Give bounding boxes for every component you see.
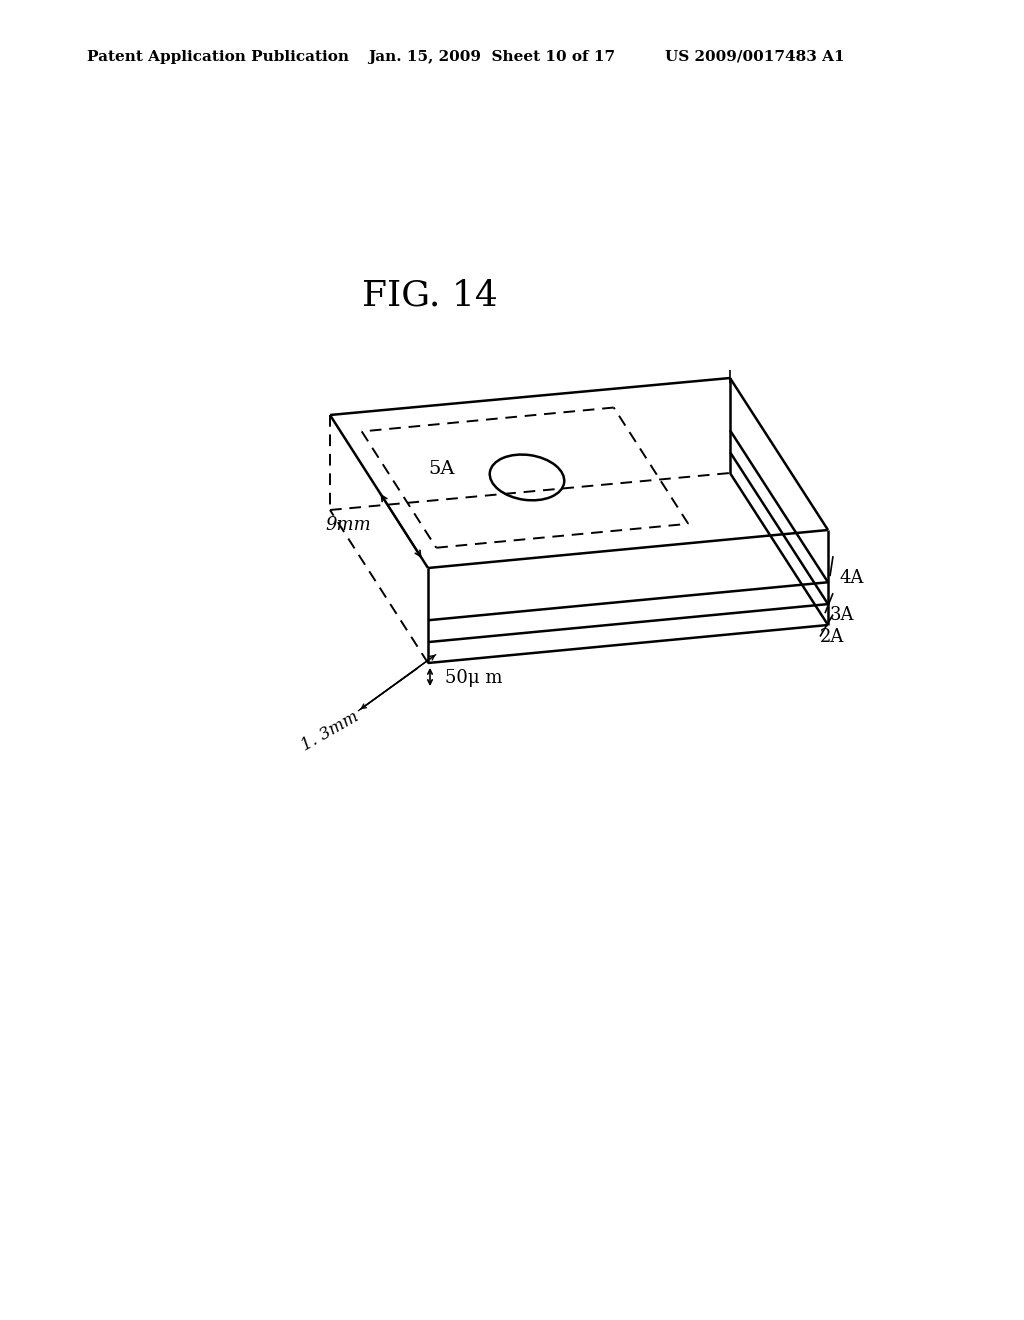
Text: 5A: 5A [428, 461, 455, 478]
Text: 3A: 3A [830, 606, 854, 624]
Text: Jan. 15, 2009  Sheet 10 of 17: Jan. 15, 2009 Sheet 10 of 17 [368, 50, 615, 63]
Text: 4A: 4A [840, 569, 864, 587]
Text: 50μ m: 50μ m [445, 669, 503, 686]
Text: US 2009/0017483 A1: US 2009/0017483 A1 [665, 50, 845, 63]
Text: FIG. 14: FIG. 14 [362, 279, 498, 312]
Text: 9mm: 9mm [326, 516, 372, 533]
Text: 1. 3mm: 1. 3mm [298, 708, 361, 754]
Text: 2A: 2A [820, 627, 845, 645]
Text: Patent Application Publication: Patent Application Publication [87, 50, 349, 63]
